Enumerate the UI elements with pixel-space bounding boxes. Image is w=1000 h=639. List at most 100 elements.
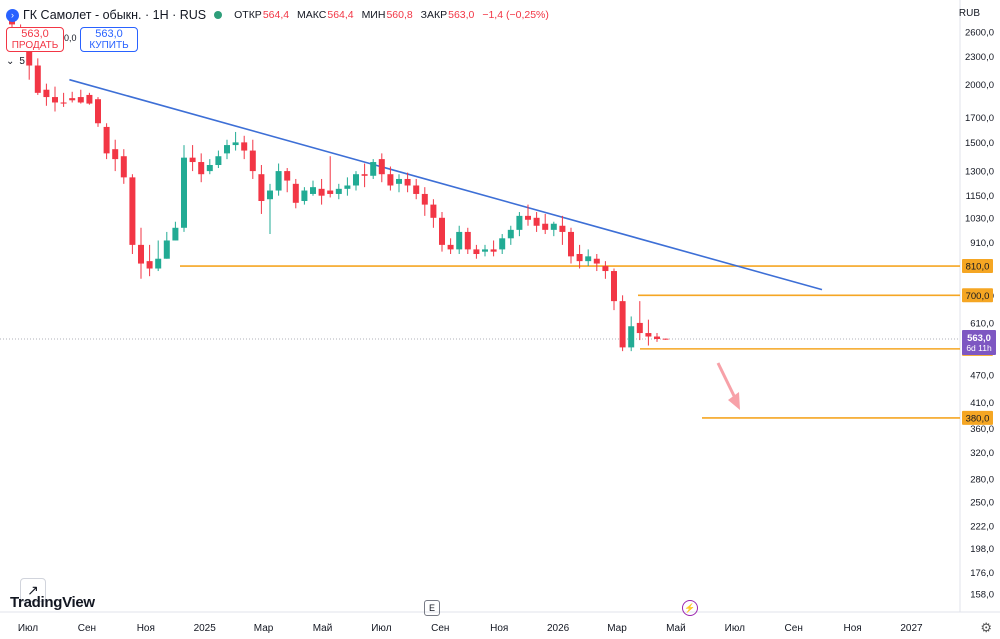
candle bbox=[602, 261, 609, 279]
candle-body bbox=[43, 89, 50, 98]
candle-body bbox=[370, 162, 377, 176]
y-tick-label: 410,0 bbox=[970, 398, 994, 409]
indicators-toggle[interactable]: ⌄ 5 bbox=[6, 56, 25, 67]
currency-label[interactable]: RUB bbox=[958, 8, 980, 19]
buy-button[interactable]: 563,0 КУПИТЬ bbox=[80, 27, 138, 52]
candle-body bbox=[550, 223, 557, 230]
x-tick-label: Мар bbox=[254, 623, 274, 634]
candle-body bbox=[284, 171, 291, 181]
candle bbox=[550, 221, 557, 237]
events-button[interactable]: E bbox=[424, 600, 440, 616]
x-tick-label: Июл bbox=[371, 623, 391, 634]
candle bbox=[301, 187, 308, 205]
symbol-title[interactable]: ГК Самолет - обыкн. · 1Н · RUS bbox=[23, 8, 207, 22]
candle bbox=[370, 159, 377, 179]
candle bbox=[507, 225, 514, 245]
candle bbox=[361, 163, 368, 188]
candle bbox=[112, 139, 119, 172]
candle bbox=[335, 183, 342, 200]
y-tick-label: 1030,0 bbox=[965, 213, 994, 224]
candle-body bbox=[275, 171, 282, 191]
candle-body bbox=[267, 190, 273, 200]
candle-body bbox=[60, 102, 67, 104]
candle-body bbox=[69, 98, 76, 101]
sell-button[interactable]: 563,0 ПРОДАТЬ bbox=[6, 27, 64, 52]
candle bbox=[525, 204, 531, 226]
spread-value: 0,0 bbox=[64, 33, 77, 43]
candle bbox=[662, 338, 669, 340]
candle bbox=[284, 168, 291, 193]
level-price-tag bbox=[962, 410, 993, 425]
candle-body bbox=[120, 156, 127, 178]
candle-body bbox=[301, 190, 308, 201]
y-tick-label: 222,0 bbox=[970, 521, 994, 532]
candle-body bbox=[619, 301, 626, 348]
candle-body bbox=[232, 142, 239, 146]
x-tick-label: Сен bbox=[785, 623, 803, 634]
x-tick-label: Ноя bbox=[137, 623, 155, 634]
candle bbox=[619, 295, 626, 352]
ohlc-legend: ОТКР564,4 МАКС564,4 МИН560,8 ЗАКР563,0 −… bbox=[234, 9, 549, 21]
candle-body bbox=[112, 149, 119, 160]
drawing-tool-icon[interactable]: ↗ bbox=[20, 578, 46, 602]
candle bbox=[593, 254, 600, 272]
candle-body bbox=[318, 188, 325, 196]
candle-body bbox=[628, 326, 635, 348]
candle bbox=[215, 150, 222, 169]
candle bbox=[344, 177, 351, 196]
candle-body bbox=[155, 258, 162, 269]
candle bbox=[69, 91, 76, 103]
candle bbox=[60, 92, 67, 107]
candle-body bbox=[473, 249, 480, 255]
candle-body bbox=[95, 99, 101, 124]
x-tick-label: Сен bbox=[431, 623, 449, 634]
y-tick-label: 250,0 bbox=[970, 497, 994, 508]
candle-body bbox=[26, 48, 33, 66]
current-price-label: 563,0 bbox=[967, 333, 991, 344]
arrow-down-icon bbox=[728, 392, 740, 410]
candle bbox=[404, 172, 411, 193]
y-tick-label: 1500,0 bbox=[965, 138, 994, 149]
candle bbox=[542, 213, 549, 235]
candle-body bbox=[611, 271, 617, 302]
candle bbox=[198, 153, 205, 183]
candle bbox=[396, 174, 402, 193]
candle bbox=[292, 178, 299, 209]
candle bbox=[129, 174, 136, 255]
y-tick-label: 198,0 bbox=[970, 544, 994, 555]
candle bbox=[267, 183, 273, 235]
x-tick-label: 2025 bbox=[194, 623, 217, 634]
candle-body bbox=[146, 261, 153, 269]
candle bbox=[636, 301, 643, 341]
candle-body bbox=[138, 244, 144, 264]
gear-icon[interactable]: ⚙ bbox=[980, 620, 992, 635]
candle bbox=[189, 145, 196, 172]
candle bbox=[138, 227, 144, 279]
candle bbox=[327, 156, 334, 198]
chart-header: › ГК Самолет - обыкн. · 1Н · RUS ОТКР564… bbox=[6, 5, 554, 25]
candle-body bbox=[198, 162, 205, 175]
candle-body bbox=[249, 150, 256, 172]
candle-body bbox=[181, 157, 187, 228]
candle-body bbox=[129, 177, 136, 245]
candle bbox=[163, 231, 170, 259]
change-value: −1,4 (−0,25%) bbox=[482, 9, 549, 21]
candle-body bbox=[456, 231, 463, 250]
candle-body bbox=[482, 249, 488, 252]
candle bbox=[353, 171, 359, 191]
candle-body bbox=[387, 174, 394, 186]
candle-body bbox=[413, 185, 420, 194]
candle-body bbox=[439, 217, 445, 245]
y-tick-label: 360,0 bbox=[970, 424, 994, 435]
candle-body bbox=[464, 231, 471, 250]
candle bbox=[559, 215, 566, 245]
candle-body bbox=[52, 97, 58, 103]
candle-body bbox=[499, 238, 506, 250]
candle-body bbox=[206, 165, 213, 172]
candle-body bbox=[327, 190, 334, 194]
lightning-icon[interactable]: ⚡ bbox=[682, 600, 698, 616]
level-price-label: 700,0 bbox=[966, 291, 990, 302]
candle-body bbox=[654, 336, 660, 340]
candle-body bbox=[490, 249, 497, 252]
